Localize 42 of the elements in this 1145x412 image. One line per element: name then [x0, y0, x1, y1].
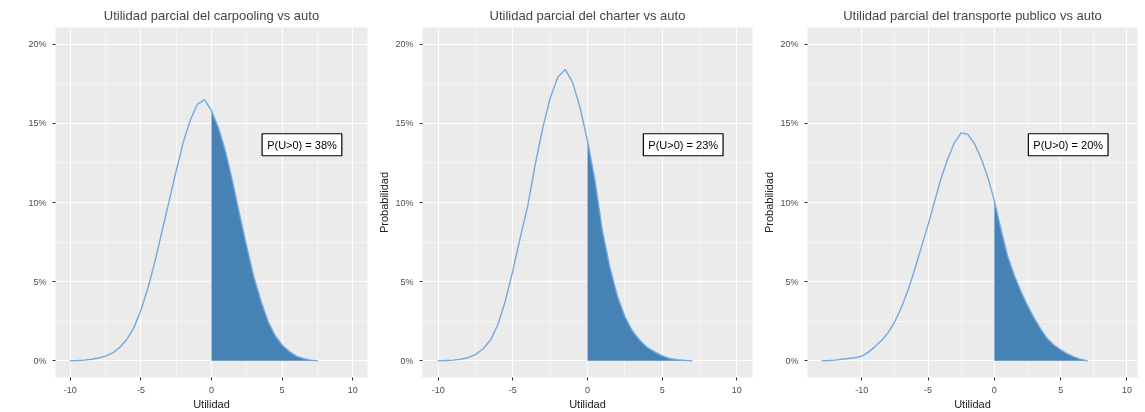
y-tick-label: 0% [400, 355, 414, 366]
chart-title: Utilidad parcial del charter vs auto [489, 7, 686, 23]
y-axis-title: Probabilidad [378, 171, 391, 234]
y-tick-label: 0% [33, 355, 47, 366]
y-tick-label: 10% [28, 197, 47, 208]
x-tick-label: 10 [1121, 384, 1132, 395]
x-axis-title: Utilidad [569, 397, 606, 410]
x-tick-label: 0 [585, 384, 591, 395]
chart-title: Utilidad parcial del transporte publico vs auto [843, 7, 1102, 23]
x-tick-label: 5 [279, 384, 285, 395]
y-tick-label: 5% [400, 276, 414, 287]
x-tick-label: -10 [855, 384, 869, 395]
line-series [437, 68, 693, 362]
chart-title: Utilidad parcial del carpooling vs auto [103, 7, 320, 23]
x-axis-title: Utilidad [193, 397, 230, 410]
x-tick-label: -5 [924, 384, 933, 395]
x-tick-label: -5 [508, 384, 517, 395]
y-tick-label: 10% [395, 197, 414, 208]
y-tick-label: 20% [780, 39, 799, 50]
x-tick-label: 0 [209, 384, 215, 395]
x-axis-title: Utilidad [954, 397, 991, 410]
annotation: P(U>0) = 23% [648, 138, 719, 151]
y-tick-label: 15% [780, 118, 799, 129]
y-tick-label: 5% [785, 276, 799, 287]
x-tick-label: 0 [991, 384, 997, 395]
x-tick-label: -10 [63, 384, 77, 395]
x-tick-label: -5 [136, 384, 145, 395]
y-tick-label: 5% [33, 276, 47, 287]
y-axis-title: Probabilidad [763, 171, 776, 234]
y-tick-label: 20% [28, 39, 47, 50]
x-tick-label: -10 [431, 384, 445, 395]
x-tick-label: 5 [1058, 384, 1064, 395]
x-tick-label: 10 [731, 384, 742, 395]
y-tick-label: 20% [395, 39, 414, 50]
y-tick-label: 0% [785, 355, 799, 366]
y-tick-label: 10% [780, 197, 799, 208]
annotation: P(U>0) = 20% [1033, 138, 1104, 151]
y-tick-label: 15% [28, 118, 47, 129]
x-tick-label: 10 [347, 384, 358, 395]
annotation: P(U>0) = 38% [267, 138, 338, 151]
y-tick-label: 15% [395, 118, 414, 129]
x-tick-label: 5 [659, 384, 665, 395]
